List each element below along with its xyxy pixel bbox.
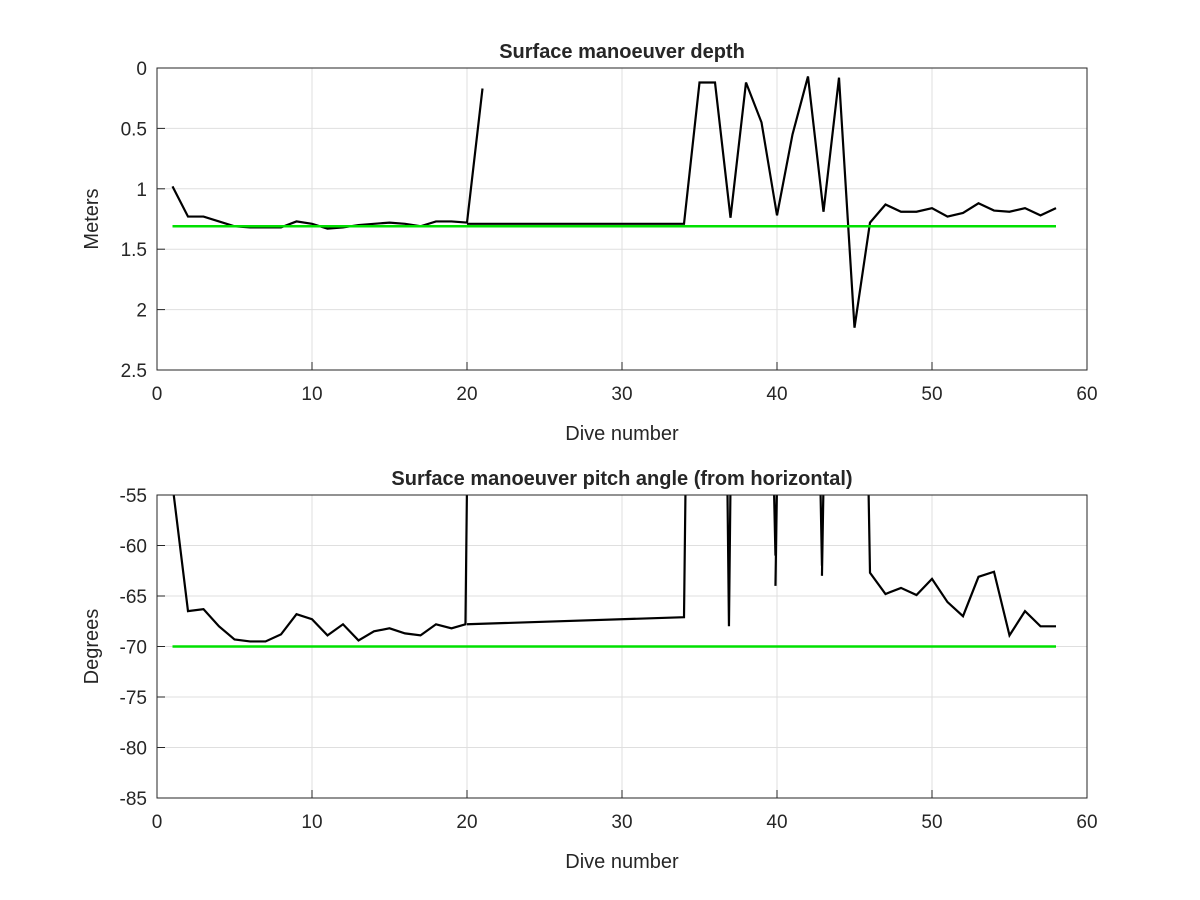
chart1-series-1-line bbox=[171, 88, 484, 230]
chart1-xtick-label: 30 bbox=[611, 384, 632, 405]
chart1-ytick-label: 2.5 bbox=[121, 361, 147, 382]
chart2-series-1-line bbox=[466, 495, 1056, 639]
chart1-ytick-label: 1 bbox=[136, 180, 147, 201]
chart1-ytick-label: 0.5 bbox=[121, 119, 147, 140]
chart1-xlabel: Dive number bbox=[565, 423, 679, 445]
chart1-title: Surface manoeuver depth bbox=[499, 41, 745, 63]
chart2-xtick-label: 0 bbox=[152, 812, 163, 833]
chart1-xtick-label: 20 bbox=[456, 384, 477, 405]
chart2-xtick-label: 10 bbox=[301, 812, 322, 833]
chart2-ytick-label: -75 bbox=[120, 688, 147, 709]
chart2-title: Surface manoeuver pitch angle (from hori… bbox=[391, 468, 852, 490]
chart2-ytick-label: -85 bbox=[120, 789, 147, 810]
chart2-ytick-label: -60 bbox=[120, 537, 147, 558]
chart2-ylabel: Degrees bbox=[81, 609, 103, 685]
chart2-ytick-label: -80 bbox=[120, 739, 147, 760]
chart1-xtick-label: 50 bbox=[921, 384, 942, 405]
chart1-ylabel: Meters bbox=[81, 188, 103, 249]
chart2-xtick-label: 20 bbox=[456, 812, 477, 833]
chart1-xtick-label: 0 bbox=[152, 384, 163, 405]
chart2-xtick-label: 50 bbox=[921, 812, 942, 833]
chart2-series-1-line bbox=[172, 495, 468, 643]
chart1-ytick-label: 0 bbox=[136, 59, 147, 80]
chart1-series-1-line bbox=[467, 76, 1057, 328]
chart2-xtick-label: 40 bbox=[766, 812, 787, 833]
chart2-axes-box bbox=[156, 494, 1088, 799]
chart2-ytick-label: -55 bbox=[120, 486, 147, 507]
chart2-xlabel: Dive number bbox=[565, 851, 679, 873]
chart2-xtick-label: 60 bbox=[1076, 812, 1097, 833]
chart1-plot: 0 10 20 30 40 50 60 0 0.5 1 1.5 2 2.5 Surface manoeuv… bbox=[81, 41, 1098, 445]
chart2-ytick-label: -65 bbox=[120, 587, 147, 608]
chart1-ytick-label: 1.5 bbox=[121, 240, 147, 261]
chart1-axes-box bbox=[156, 67, 1088, 371]
chart2-plot: 0 10 20 30 40 50 60 -55 -60 -65 -70 -75 -80 -85 Surfac… bbox=[81, 468, 1098, 873]
chart2-xtick-label: 30 bbox=[611, 812, 632, 833]
chart2-ytick-label: -70 bbox=[120, 638, 147, 659]
chart1-xtick-label: 60 bbox=[1076, 384, 1097, 405]
chart1-xtick-label: 10 bbox=[301, 384, 322, 405]
chart1-xtick-label: 40 bbox=[766, 384, 787, 405]
chart1-ytick-label: 2 bbox=[136, 301, 147, 322]
